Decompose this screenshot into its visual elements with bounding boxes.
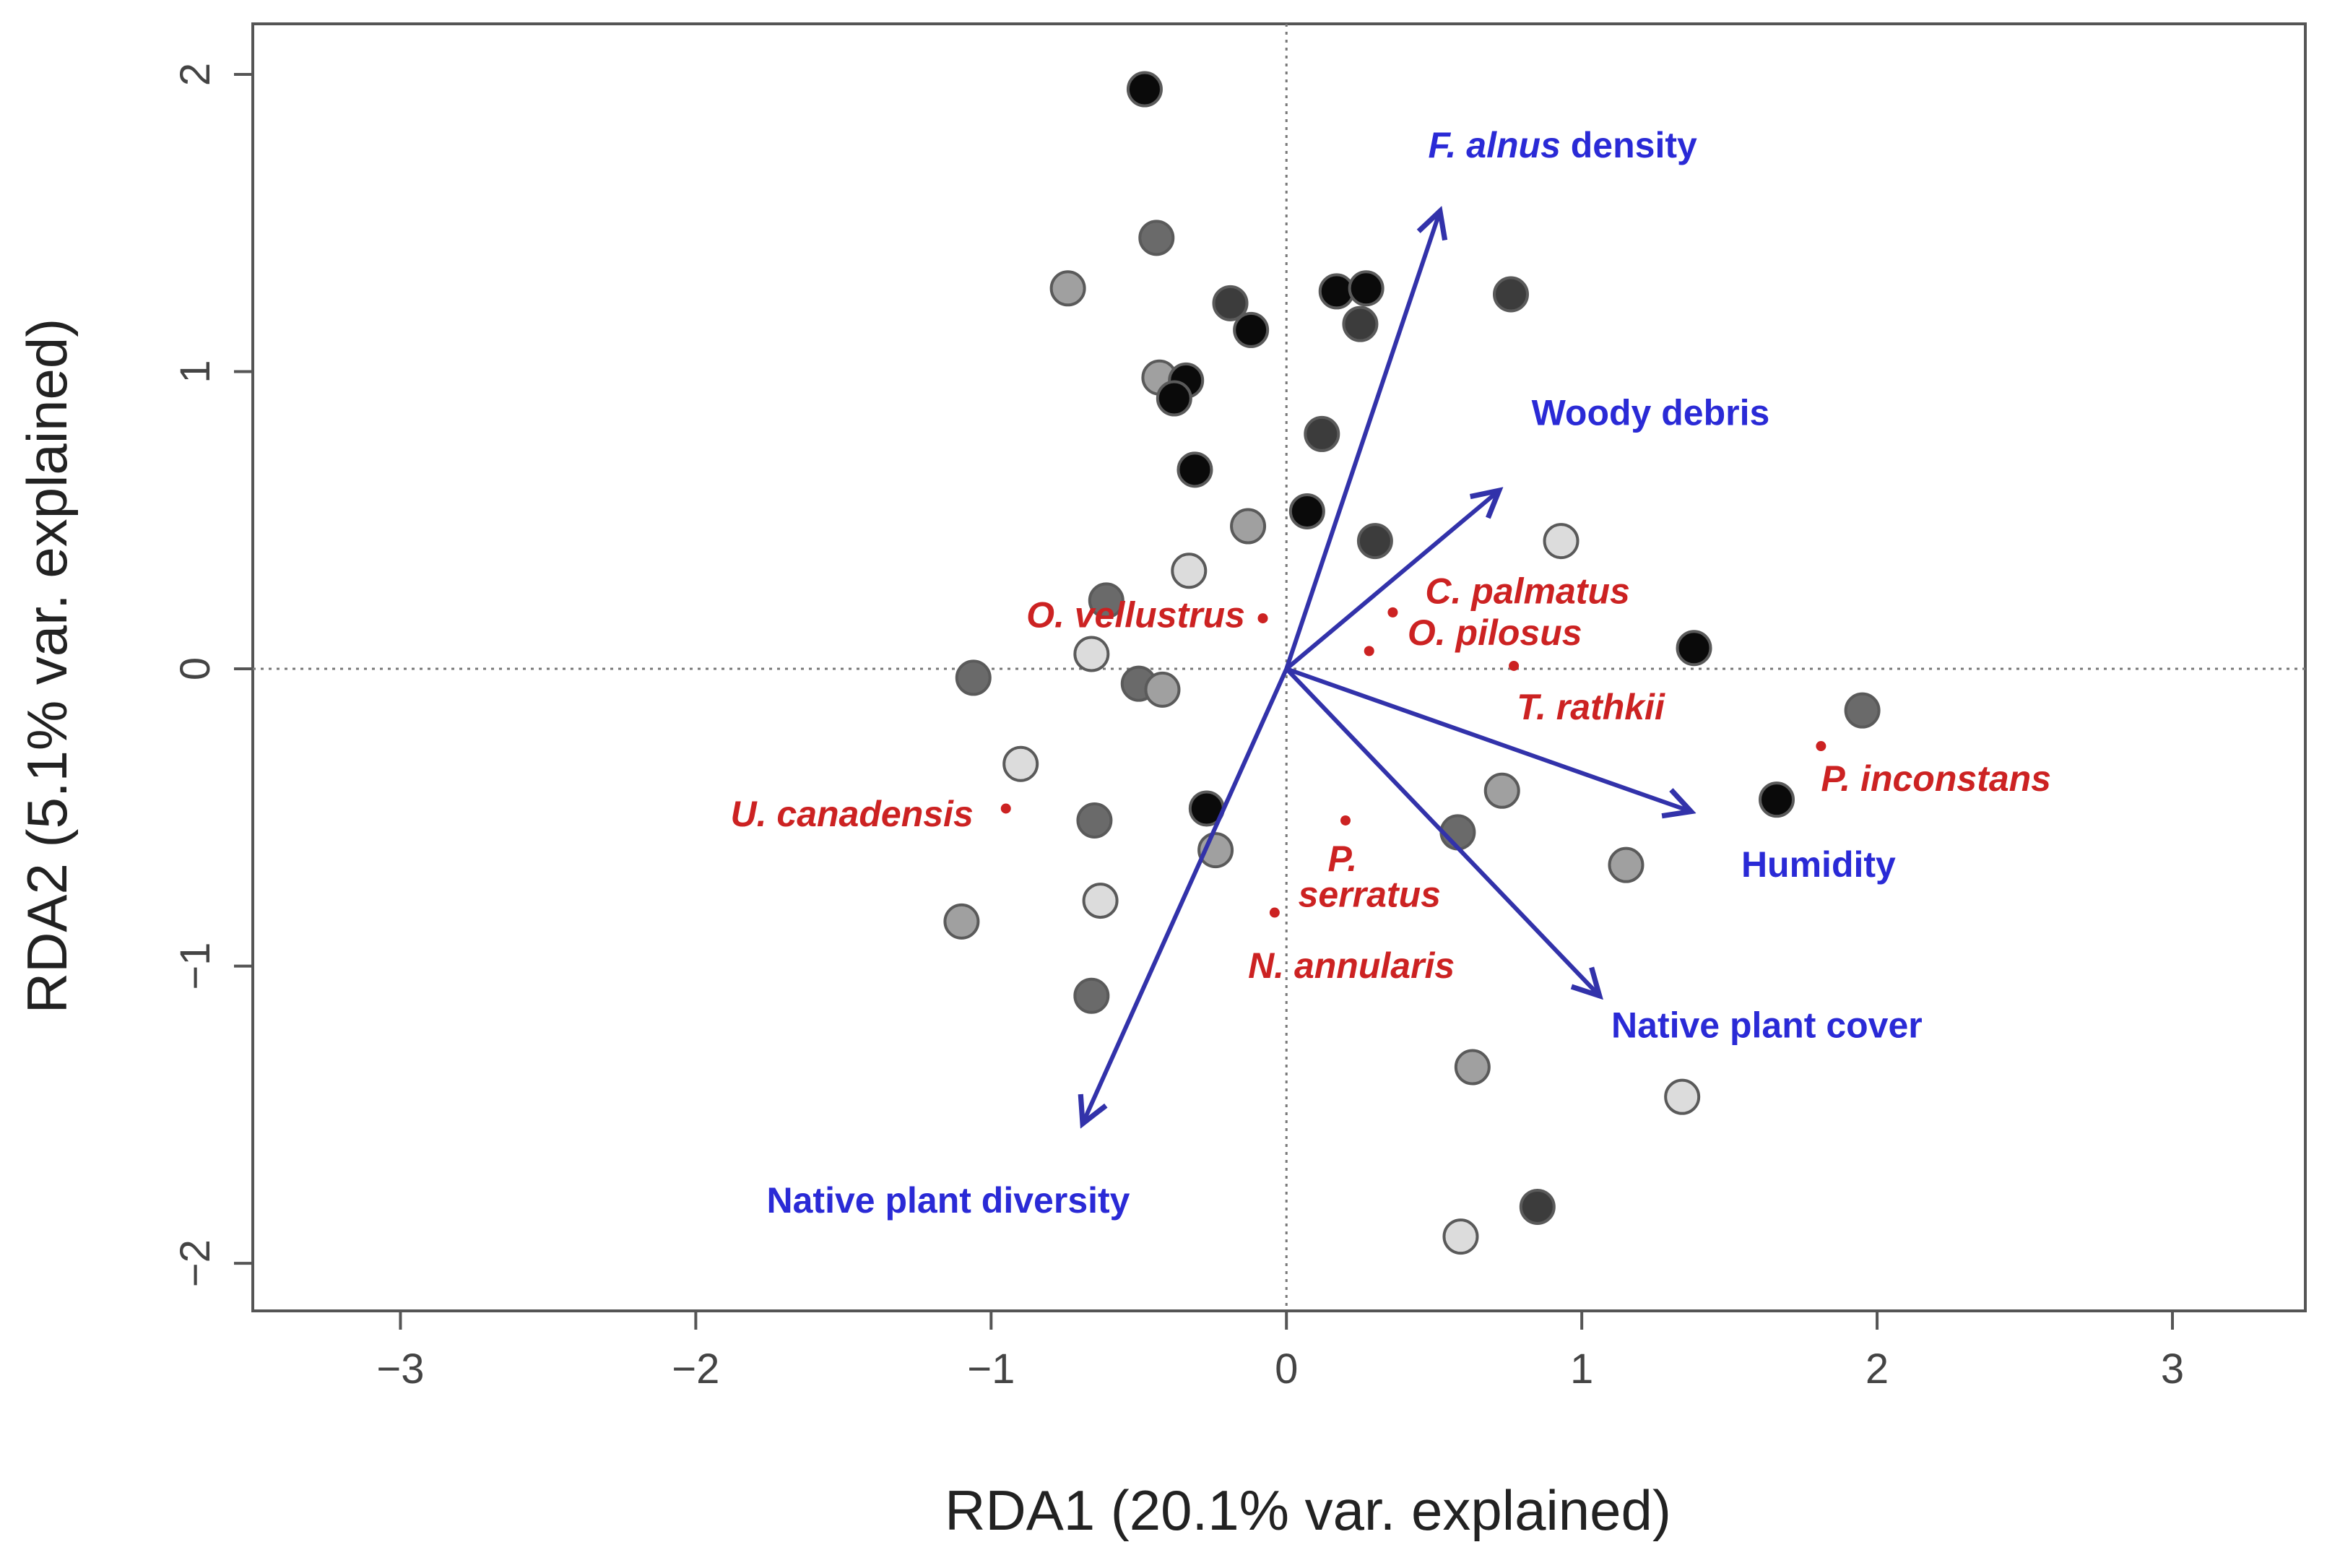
env-vector-arrow [1083, 667, 1288, 1124]
species-label: N. annularis [1248, 945, 1455, 986]
env-vector-label: Humidity [1741, 844, 1896, 885]
site-point [955, 659, 992, 696]
site-point [1138, 220, 1175, 256]
env-vector-arrow [1285, 667, 1599, 996]
site-point [1664, 1078, 1701, 1115]
x-tick-label: 0 [1275, 1346, 1298, 1392]
site-point [1442, 1218, 1479, 1255]
site-point [1126, 71, 1163, 108]
x-tick-label: −2 [672, 1346, 719, 1392]
species-point [1387, 607, 1398, 618]
site-point [1233, 311, 1270, 348]
env-vector-label: Native plant cover [1611, 1005, 1923, 1045]
site-point [1439, 814, 1476, 851]
site-point [1608, 846, 1644, 883]
site-point [1049, 270, 1086, 307]
env-vector-label: F. alnus density [1429, 125, 1698, 165]
species-point [1364, 646, 1374, 657]
species-point [1340, 815, 1351, 826]
site-point [1076, 802, 1113, 839]
site-point [1176, 451, 1213, 488]
species-label: C. palmatus [1425, 571, 1629, 612]
site-point [1493, 276, 1530, 313]
site-point [1304, 415, 1340, 452]
species-label: serratus [1299, 874, 1441, 914]
site-points [943, 71, 1881, 1255]
site-point [1073, 977, 1110, 1014]
y-tick-label: −1 [172, 943, 219, 990]
species-label: P. inconstans [1821, 758, 2051, 799]
species-point [1816, 741, 1826, 752]
plot-frame [251, 22, 2307, 1312]
species-point [1257, 613, 1268, 624]
environmental-vectors: F. alnus density Woody debris Humidity Nati… [767, 125, 1923, 1221]
x-tick-label: 1 [1570, 1346, 1593, 1392]
site-point [1676, 630, 1712, 667]
site-point [1348, 270, 1384, 307]
site-point [1543, 523, 1580, 560]
species-point [1509, 660, 1520, 671]
species-point [1269, 907, 1280, 918]
x-axis: −3 −2 −1 0 1 2 3 [376, 1311, 2184, 1392]
site-point [1156, 380, 1192, 417]
y-tick-label: 1 [172, 360, 219, 383]
x-tick-label: 2 [1866, 1346, 1889, 1392]
site-point [1454, 1049, 1491, 1086]
env-vector-arrow [1284, 211, 1440, 670]
site-point [943, 903, 980, 940]
site-point [1844, 692, 1881, 729]
site-point [1073, 636, 1110, 672]
env-vector-arrow [1286, 667, 1691, 812]
x-tick-label: −3 [376, 1346, 424, 1392]
site-point [1519, 1188, 1556, 1225]
site-point [1082, 883, 1119, 919]
y-tick-label: −2 [172, 1239, 219, 1287]
species-point [1000, 803, 1011, 814]
y-axis: −2 −1 0 1 2 [172, 63, 253, 1287]
site-point [1002, 745, 1039, 782]
site-point [1483, 772, 1520, 809]
site-point [1230, 508, 1267, 545]
env-vector-label: Woody debris [1532, 393, 1770, 433]
env-vector-arrow [1285, 490, 1499, 671]
site-point [1144, 671, 1181, 708]
y-axis-title: RDA2 (5.1% var. explained) [15, 319, 79, 1013]
site-point [1171, 553, 1208, 589]
species-label: U. canadensis [731, 794, 974, 834]
site-point [1759, 781, 1795, 818]
x-axis-title: RDA1 (20.1% var. explained) [945, 1478, 1671, 1542]
y-tick-label: 0 [172, 657, 219, 680]
site-point [1088, 582, 1124, 619]
site-point [1318, 273, 1355, 310]
x-tick-label: −1 [967, 1346, 1015, 1392]
site-point [1212, 285, 1249, 321]
env-vector-label: Native plant diversity [767, 1180, 1130, 1221]
species-label: P. [1327, 839, 1357, 879]
site-point [1356, 523, 1393, 560]
species-label: O. pilosus [1408, 612, 1582, 653]
x-tick-label: 3 [2161, 1346, 2184, 1392]
species-label: T. rathkii [1517, 687, 1665, 727]
site-point [1342, 306, 1379, 342]
plot-area [251, 22, 2307, 1312]
y-tick-label: 2 [172, 63, 219, 86]
species-label: O. vellustrus [1026, 594, 1245, 635]
site-point [1288, 493, 1325, 529]
